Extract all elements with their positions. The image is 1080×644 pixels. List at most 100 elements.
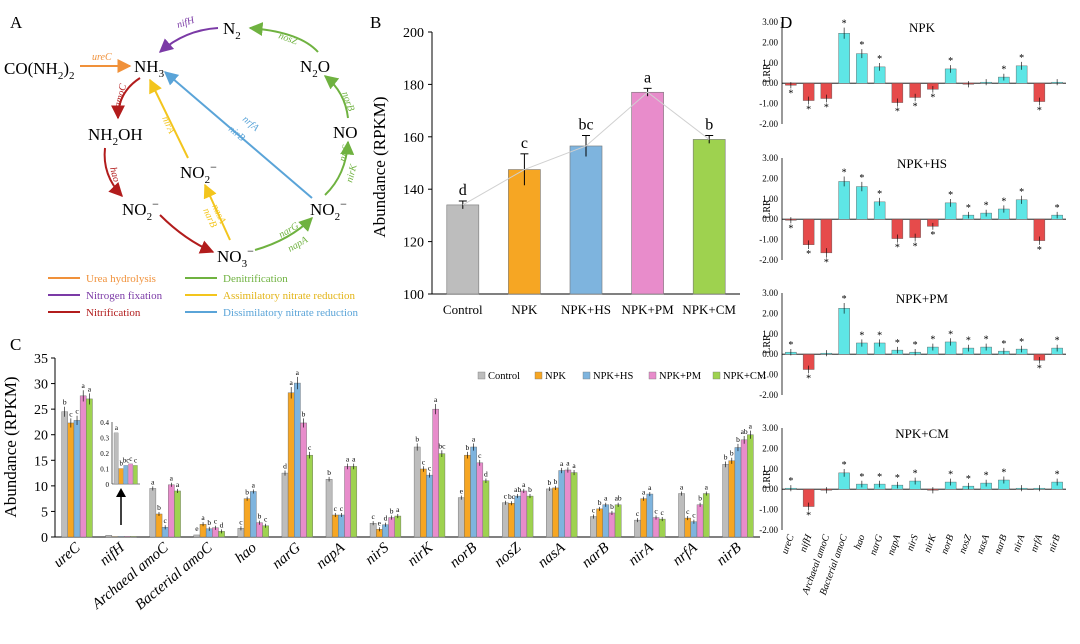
legend-urea-hydrolysis: Urea hydrolysis bbox=[86, 273, 156, 285]
legend-label-npk: NPK bbox=[545, 371, 566, 382]
panel-c-bar-nirk bbox=[432, 408, 439, 538]
panel-c-bar-nira bbox=[634, 519, 641, 538]
panel-c-bar-nasa bbox=[570, 472, 578, 538]
panel-c-bar-nirb bbox=[728, 460, 736, 538]
panel-c-sig-letter: c bbox=[686, 507, 690, 516]
panel-b-ytick-label: 120 bbox=[403, 236, 424, 251]
node-no3: NO3− bbox=[217, 244, 254, 270]
panel-d-significance-star: * bbox=[895, 338, 900, 349]
panel-c-bar-nrfa bbox=[678, 493, 685, 538]
panel-c-nifh-inset: 0.4 0.3 0.2 0.1 0 a b bc c c bbox=[100, 419, 140, 489]
legend-swatch bbox=[582, 371, 591, 380]
legend-nitrogen-fixation: Nitrogen fixation bbox=[86, 290, 163, 302]
panel-c-bar-hao bbox=[243, 498, 251, 538]
panel-c-sig-letter: c bbox=[654, 507, 658, 516]
inset-ytick-label: 0.4 bbox=[100, 419, 109, 427]
panel-c-bar-archaeal-amoc bbox=[149, 488, 157, 538]
panel-c-sig-letter: bc bbox=[438, 441, 446, 450]
panel-d-significance-star: * bbox=[788, 340, 793, 351]
panel-d-significance-star: * bbox=[877, 189, 882, 200]
panel-d-significance-star: * bbox=[895, 107, 900, 118]
panel-d-significance-star: * bbox=[806, 373, 811, 384]
panel-c-sig-letter: c bbox=[504, 492, 508, 501]
panel-d-significance-star: * bbox=[948, 470, 953, 481]
panel-c-bar-hao bbox=[256, 522, 263, 538]
panel-d-significance-star: * bbox=[1019, 53, 1024, 64]
inset-sig-letter: b bbox=[119, 460, 123, 468]
panel-c-sig-letter: a bbox=[749, 422, 753, 431]
panel-b-ytick-label: 180 bbox=[403, 78, 424, 93]
panel-d-significance-star: * bbox=[1037, 245, 1042, 256]
panel-b-category-label: NPK bbox=[511, 302, 538, 317]
panel-c-category-label: nirK bbox=[405, 539, 437, 570]
pathway-legend: Urea hydrolysis Denitrification Nitrogen… bbox=[48, 273, 359, 319]
inset-ytick-label: 0.2 bbox=[100, 450, 109, 458]
legend-label-npk-cm: NPK+CM bbox=[723, 371, 767, 382]
panel-d-significance-star: * bbox=[930, 230, 935, 241]
arrow-no2-to-nh3-dissim bbox=[163, 71, 313, 199]
panel-c-ytick-label: 20 bbox=[34, 429, 48, 444]
panel-b-category-label: Control bbox=[443, 302, 483, 317]
panel-c-bar-nirk bbox=[420, 468, 427, 538]
panel-c-sig-letter: a bbox=[201, 513, 205, 522]
node-no2-right: NO2− bbox=[310, 197, 347, 223]
panel-c-sig-letter: b bbox=[466, 443, 470, 452]
panel-d-ytick-label: -2.00 bbox=[759, 119, 778, 129]
arrow-no2-to-no bbox=[324, 140, 355, 196]
panel-d-category-label: hao bbox=[852, 533, 867, 551]
panel-c-sig-letter: a bbox=[705, 482, 709, 491]
arrow-n2o-to-n2 bbox=[248, 22, 319, 53]
panel-c-bar-narb bbox=[608, 512, 616, 538]
inset-sig-letter: c bbox=[134, 456, 137, 464]
panel-c-category-label: ureC bbox=[51, 539, 85, 571]
arrow-no3-to-no2-assim bbox=[203, 183, 231, 241]
panel-d-ylabel: LRR bbox=[762, 199, 773, 219]
panel-c-sig-letter: a bbox=[642, 488, 646, 497]
inset-bar bbox=[123, 465, 129, 485]
panel-a-nitrogen-cycle: A CO(NH2)2 NH3 N2 N2O NO NH2OH NO2− NO2−… bbox=[4, 13, 360, 319]
panel-d-category-label: ureC bbox=[780, 533, 797, 556]
legend-denitrification: Denitrification bbox=[223, 273, 288, 285]
panel-d-significance-star: * bbox=[948, 56, 953, 67]
panel-c-sig-letter: b bbox=[207, 518, 211, 527]
panel-d-label: D bbox=[780, 13, 792, 32]
panel-c-sig-letter: a bbox=[396, 505, 400, 514]
panel-c-sig-letter: d bbox=[484, 469, 488, 478]
panel-d-ytick-label: -2.00 bbox=[759, 525, 778, 535]
panel-c-bar-nasa bbox=[552, 487, 559, 538]
panel-d-significance-star: * bbox=[930, 93, 935, 104]
panel-c-ytick-label: 35 bbox=[34, 352, 48, 367]
gene-nirK: nirK bbox=[344, 162, 360, 184]
panel-c-sig-letter: ab bbox=[514, 485, 521, 494]
panel-d-significance-star: * bbox=[806, 249, 811, 260]
panel-d-significance-star: * bbox=[895, 473, 900, 484]
panel-c-bar-archaeal-amoc bbox=[155, 513, 163, 538]
node-no: NO bbox=[333, 123, 358, 142]
panel-c-sig-letter: c bbox=[163, 516, 167, 525]
legend-label-npk-hs: NPK+HS bbox=[593, 371, 634, 382]
panel-c-bar-nasa bbox=[564, 469, 572, 538]
panel-c-bar-urec bbox=[67, 422, 75, 538]
panel-d-ytick-label: -1.00 bbox=[759, 99, 778, 109]
panel-c-bar-nifh bbox=[130, 536, 137, 538]
panel-c-sig-letter: c bbox=[371, 512, 375, 521]
panel-d-significance-star: * bbox=[948, 329, 953, 340]
panel-c-sig-letter: b bbox=[390, 507, 394, 516]
panel-c-bar-nifh bbox=[123, 536, 131, 538]
panel-d-ylabel: LRR bbox=[762, 63, 773, 83]
panel-c-bar-nirs bbox=[369, 522, 377, 538]
panel-c-bar-nirk bbox=[426, 474, 433, 538]
panel-c-sig-letter: c bbox=[661, 508, 665, 517]
panel-c-category-label: narB bbox=[579, 540, 612, 572]
panel-d-ytick-label: 3.00 bbox=[762, 288, 778, 298]
panel-c-bar-napa bbox=[350, 466, 358, 538]
panel-b-bar-npk-hs bbox=[569, 145, 603, 295]
panel-c-sig-letter: c bbox=[592, 505, 596, 514]
panel-a-label: A bbox=[10, 13, 23, 32]
panel-d-subplot-title: NPK+CM bbox=[895, 426, 949, 441]
panel-d-significance-star: * bbox=[788, 223, 793, 234]
panel-d-category-label: nirA bbox=[1011, 532, 1028, 553]
panel-d-significance-star: * bbox=[984, 335, 989, 346]
panel-d-ytick-label: 2.00 bbox=[762, 308, 778, 318]
panel-d-bar-archaeal-amoc bbox=[820, 218, 833, 254]
